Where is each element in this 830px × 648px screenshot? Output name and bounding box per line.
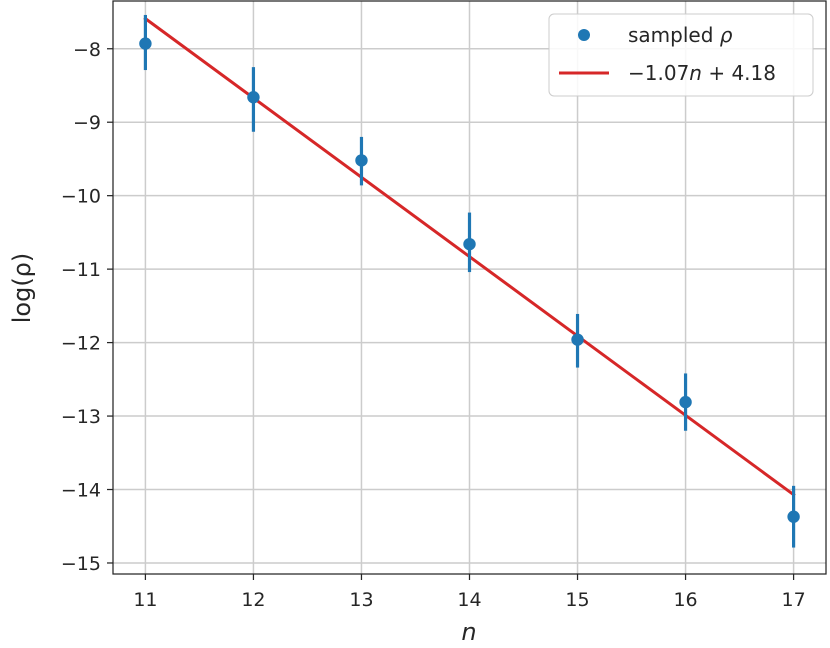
legend: sampled ρ −1.07n + 4.18 [548, 13, 814, 97]
data-point [679, 395, 692, 409]
data-point [463, 237, 476, 251]
y-axis-label: log(ρ) [8, 253, 36, 324]
y-tick-label: −9 [73, 112, 101, 134]
x-axis-ticks: 11 12 13 14 15 16 17 [133, 574, 806, 611]
x-tick-label: 17 [781, 589, 805, 611]
data-point [355, 154, 368, 167]
x-tick-label: 11 [133, 589, 157, 611]
y-axis-ticks: −8 −9 −10 −11 −12 −13 −14 −15 [61, 39, 113, 575]
y-tick-label: −12 [61, 333, 101, 355]
data-point [247, 91, 260, 104]
x-tick-label: 13 [349, 589, 373, 611]
y-tick-label: −8 [73, 39, 101, 61]
legend-box [548, 13, 814, 97]
x-tick-label: 15 [565, 589, 589, 611]
legend-label-sampled: sampled ρ [628, 23, 733, 47]
data-point [787, 510, 800, 523]
sampled-points-series [139, 14, 800, 548]
data-point [139, 37, 152, 50]
y-tick-label: −14 [61, 480, 101, 502]
y-tick-label: −11 [61, 259, 101, 281]
x-axis-label: n [461, 618, 476, 646]
x-tick-label: 16 [673, 589, 697, 611]
x-tick-label: 12 [241, 589, 265, 611]
y-tick-label: −15 [61, 553, 101, 575]
y-tick-label: −13 [61, 406, 101, 428]
data-point [571, 333, 584, 346]
legend-marker-sampled [578, 29, 590, 41]
y-tick-label: −10 [61, 186, 101, 208]
legend-label-fit: −1.07n + 4.18 [628, 61, 776, 85]
x-tick-label: 14 [457, 589, 481, 611]
